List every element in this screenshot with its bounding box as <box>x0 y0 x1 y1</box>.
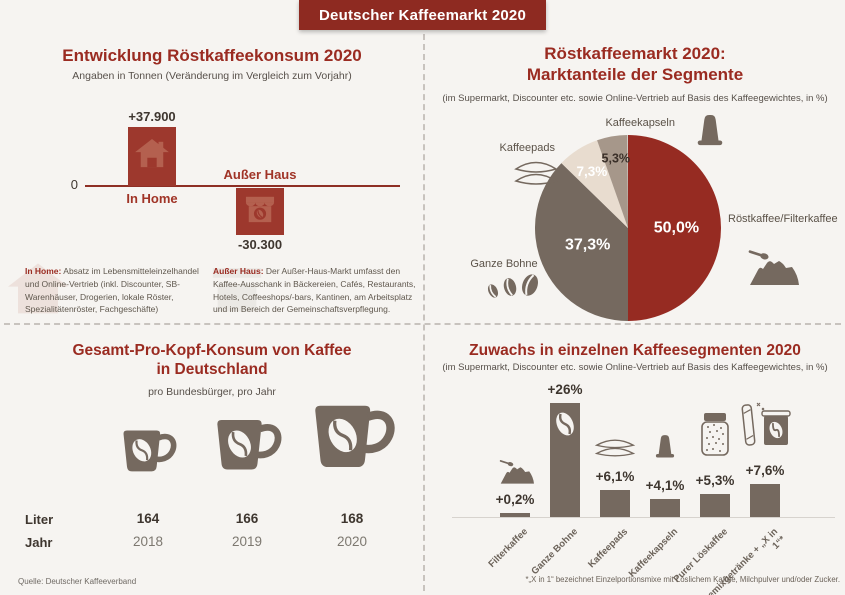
growth-axis-line <box>452 517 835 518</box>
ganze-bohne-label: Ganze Bohne <box>470 258 538 270</box>
coffee-mug-icon-2020 <box>305 402 399 485</box>
zero-axis-line <box>85 185 400 187</box>
coffee-mug-icon-2018 <box>117 428 179 485</box>
pie-slice-4 <box>597 135 628 228</box>
in-home-value: +37.900 <box>128 109 176 124</box>
pie-percentage-label: 37,3% <box>565 237 610 254</box>
growth-value-label: +26% <box>547 382 583 397</box>
year-2018: 2018 <box>132 534 164 549</box>
pie-percentage-label: 50,0% <box>654 220 699 237</box>
ganze-bohne-bean-icon <box>553 407 577 446</box>
development-subtitle: Angaben in Tonnen (Veränderung im Vergle… <box>72 70 352 82</box>
per-capita-subtitle: pro Bundesbürger, pro Jahr <box>148 386 276 398</box>
pie-percentage-label: 5,3% <box>602 151 631 165</box>
pie-percentage-label: 7,3% <box>577 164 608 179</box>
kaffeepads-icon <box>593 437 637 464</box>
roestkaffee-label: Röstkaffee/Filterkaffee <box>728 213 838 225</box>
growth-subtitle: (im Supermarkt, Discounter etc. sowie On… <box>442 362 828 373</box>
ground-coffee-icon <box>746 243 802 292</box>
growth-value-label: +6,1% <box>595 469 635 484</box>
source-note: Quelle: Deutscher Kaffeeverband <box>18 577 137 586</box>
pie-slice-3 <box>561 140 628 228</box>
pie-slice-1 <box>628 135 721 321</box>
footnote-term: Außer Haus: <box>213 266 264 276</box>
footnote-text: Der Außer-Haus-Markt umfasst den Kaffee-… <box>213 266 416 315</box>
liter-row-label: Liter <box>25 512 54 527</box>
growth-bar-4 <box>650 499 680 517</box>
shop-icon <box>243 194 277 229</box>
footnote-text: Absatz im Lebensmitteleinzelhandel und O… <box>25 266 199 315</box>
development-title: Entwicklung Röstkaffeekonsum 2020 <box>62 46 362 65</box>
year-2020: 2020 <box>336 534 368 549</box>
in-home-bar <box>128 127 176 186</box>
market-shares-subtitle: (im Supermarkt, Discounter etc. sowie On… <box>442 93 828 104</box>
page-title: Deutscher Kaffeemarkt 2020 <box>319 6 526 24</box>
coffee-pads-icon <box>513 158 559 193</box>
in-home-label: In Home <box>126 191 178 206</box>
growth-bar-3 <box>600 490 630 517</box>
ausser-haus-label: Außer Haus <box>223 167 297 182</box>
growth-value-label: +4,1% <box>645 478 685 493</box>
market-shares-pie: 50,0% 37,3% 7,3%5,3% <box>535 135 721 321</box>
shop-watermark-icon <box>208 262 266 321</box>
loeskaffee-jar-icon <box>697 411 733 462</box>
kaffeemix-stick-can-icon <box>738 399 792 456</box>
year-2019: 2019 <box>231 534 263 549</box>
footnote-term: In Home: <box>25 266 62 276</box>
capsule-icon <box>693 112 727 155</box>
growth-value-label: +0,2% <box>495 492 535 507</box>
growth-value-label: +7,6% <box>745 463 785 478</box>
growth-bar-5 <box>700 494 730 517</box>
filterkaffee-icon <box>498 455 536 490</box>
horizontal-divider <box>4 323 841 325</box>
growth-bar-1 <box>500 513 530 517</box>
coffee-beans-icon <box>486 271 540 308</box>
page-title-banner: Deutscher Kaffeemarkt 2020 <box>299 0 546 30</box>
ausser-haus-value: -30.300 <box>237 237 283 252</box>
market-shares-title: Röstkaffeemarkt 2020: Marktanteile der S… <box>425 43 845 86</box>
in-home-footnote: In Home: Absatz im Lebensmitteleinzelhan… <box>25 265 201 316</box>
pie-slice-2 <box>535 163 628 321</box>
title-line2: Marktanteile der Segmente <box>526 65 744 85</box>
house-watermark-icon <box>8 262 68 323</box>
kaffeepads-label: Kaffeepads <box>499 142 555 154</box>
axis-zero-label: 0 <box>70 177 78 192</box>
ausser-haus-bar <box>236 188 284 235</box>
liter-value-2019: 166 <box>235 511 259 526</box>
vertical-divider <box>423 34 425 591</box>
kaffeekapseln-label: Kaffeekapseln <box>605 117 675 129</box>
house-icon <box>135 139 169 174</box>
title-line1: Röstkaffeemarkt 2020: <box>544 44 726 63</box>
ausser-haus-footnote: Außer Haus: Der Außer-Haus-Markt umfasst… <box>213 265 416 316</box>
coffee-mug-icon-2019 <box>209 417 285 485</box>
kaffeekapseln-icon <box>650 433 680 466</box>
jahr-row-label: Jahr <box>25 535 53 550</box>
per-capita-title: Gesamt-Pro-Kopf-Konsum von Kaffee in Deu… <box>0 341 424 380</box>
growth-title: Zuwachs in einzelnen Kaffeesegmenten 202… <box>469 342 801 359</box>
liter-value-2018: 164 <box>136 511 160 526</box>
title-line1: Gesamt-Pro-Kopf-Konsum von Kaffee <box>72 342 352 359</box>
title-line2: in Deutschland <box>156 361 268 379</box>
growth-value-label: +5,3% <box>695 473 735 488</box>
growth-footnote: *„X in 1“ bezeichnet Einzelportionsmixe … <box>525 575 840 584</box>
liter-value-2020: 168 <box>340 511 364 526</box>
growth-bar-6 <box>750 484 780 517</box>
